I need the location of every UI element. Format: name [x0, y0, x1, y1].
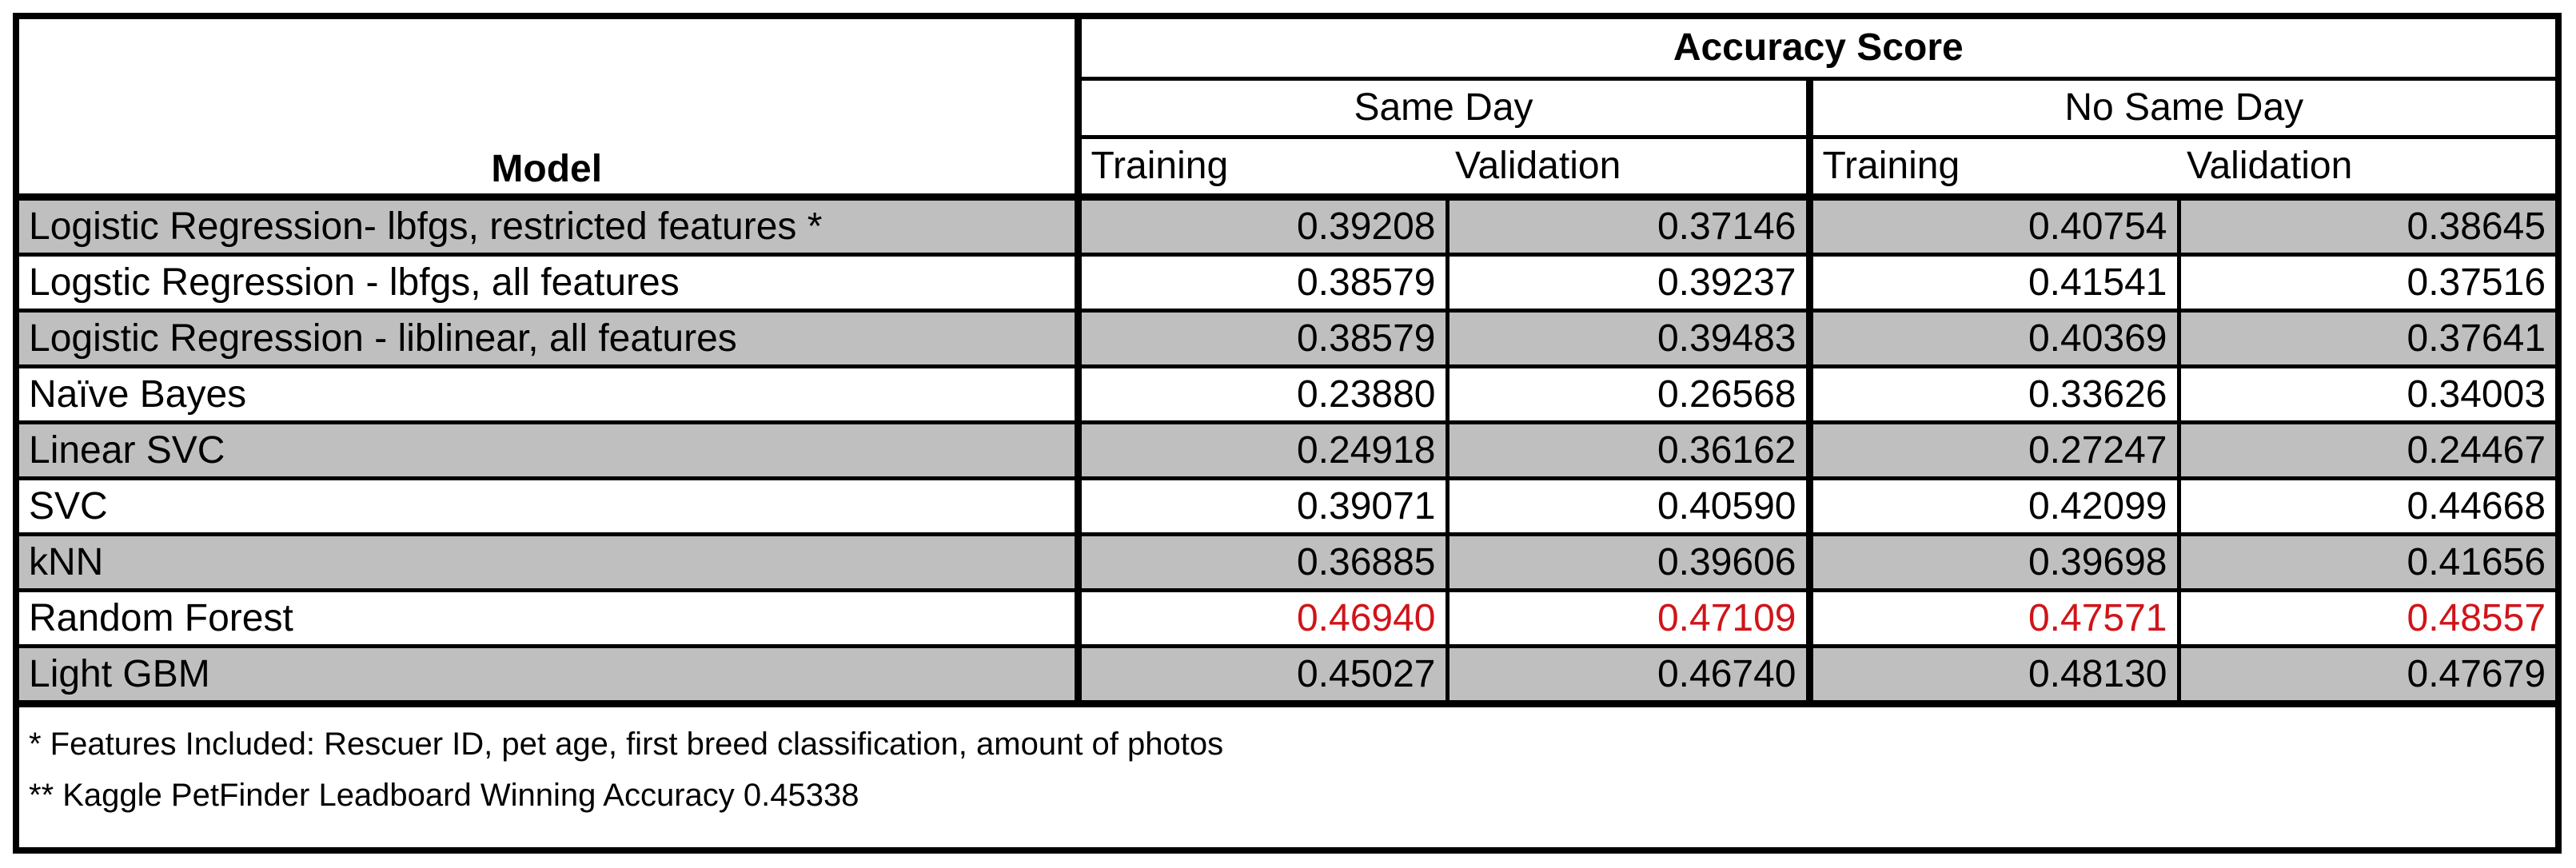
accuracy-value-cell: 0.42099	[1805, 476, 2181, 536]
accuracy-score-header: Accuracy Score	[1074, 19, 2556, 81]
accuracy-value-cell: 0.37641	[2176, 309, 2556, 368]
footnote-kaggle-winning-accuracy: ** Kaggle PetFinder Leadboard Winning Ac…	[29, 778, 859, 813]
no-same-day-header: No Same Day	[1805, 77, 2556, 139]
accuracy-value-cell: 0.38579	[1074, 253, 1449, 313]
accuracy-value-cell: 0.41656	[2176, 532, 2556, 592]
model-name-cell: Naïve Bayes	[19, 364, 1080, 424]
same-day-header: Same Day	[1074, 77, 1812, 139]
accuracy-value-cell: 0.39208	[1074, 193, 1449, 257]
accuracy-value-cell: 0.39071	[1074, 476, 1449, 536]
accuracy-value-cell: 0.48130	[1805, 644, 2181, 700]
accuracy-value-cell: 0.47109	[1445, 588, 1812, 648]
accuracy-value-cell: 0.47571	[1805, 588, 2181, 648]
accuracy-value-cell: 0.46740	[1445, 644, 1812, 700]
model-column-header: Model	[19, 19, 1080, 199]
model-name-cell: Logstic Regression - lbfgs, all features	[19, 253, 1080, 313]
accuracy-value-cell: 0.33626	[1805, 364, 2181, 424]
accuracy-value-cell: 0.37516	[2176, 253, 2556, 313]
table-row: Light GBM 0.45027 0.46740 0.48130 0.47679	[19, 644, 2556, 700]
accuracy-value-cell: 0.44668	[2176, 476, 2556, 536]
accuracy-value-cell: 0.36885	[1074, 532, 1449, 592]
accuracy-value-cell: 0.38645	[2176, 193, 2556, 257]
table-row: Random Forest 0.46940 0.47109 0.47571 0.4855…	[19, 588, 2556, 648]
accuracy-value-cell: 0.26568	[1445, 364, 1812, 424]
model-name-cell: kNN	[19, 532, 1080, 592]
accuracy-value-cell: 0.41541	[1805, 253, 2181, 313]
table-row: Linear SVC 0.24918 0.36162 0.27247 0.24467	[19, 420, 2556, 480]
accuracy-value-cell: 0.23880	[1074, 364, 1449, 424]
model-name-cell: Random Forest	[19, 588, 1080, 648]
accuracy-value-cell: 0.39483	[1445, 309, 1812, 368]
table-row: SVC 0.39071 0.40590 0.42099 0.44668	[19, 476, 2556, 536]
footnote-features: * Features Included: Rescuer ID, pet age…	[29, 727, 1224, 762]
accuracy-value-cell: 0.24918	[1074, 420, 1449, 480]
model-name-cell: Linear SVC	[19, 420, 1080, 480]
accuracy-value-cell: 0.39698	[1805, 532, 2181, 592]
accuracy-value-cell: 0.38579	[1074, 309, 1449, 368]
accuracy-value-cell: 0.48557	[2176, 588, 2556, 648]
table-row: Logistic Regression - liblinear, all fea…	[19, 309, 2556, 368]
accuracy-value-cell: 0.27247	[1805, 420, 2181, 480]
accuracy-value-cell: 0.36162	[1445, 420, 1812, 480]
model-name-cell: Light GBM	[19, 644, 1080, 700]
accuracy-value-cell: 0.39237	[1445, 253, 1812, 313]
column-header-same-day-validation: Validation	[1447, 135, 1812, 199]
accuracy-value-cell: 0.40369	[1805, 309, 2181, 368]
accuracy-table: Model Accuracy Score Same Day No Same Da…	[13, 13, 2562, 854]
model-name-cell: Logistic Regression- lbfgs, restricted f…	[19, 193, 1080, 257]
table-row: Logistic Regression- lbfgs, restricted f…	[19, 193, 2556, 257]
accuracy-value-cell: 0.24467	[2176, 420, 2556, 480]
model-name-cell: Logistic Regression - liblinear, all fea…	[19, 309, 1080, 368]
results-table: Model Accuracy Score Same Day No Same Da…	[19, 19, 2556, 700]
table-row: Naïve Bayes 0.23880 0.26568 0.33626 0.34003	[19, 364, 2556, 424]
column-header-same-day-training: Training	[1074, 135, 1447, 199]
column-header-no-same-day-validation: Validation	[2179, 135, 2556, 199]
accuracy-value-cell: 0.40754	[1805, 193, 2181, 257]
accuracy-value-cell: 0.46940	[1074, 588, 1449, 648]
table-row: Logstic Regression - lbfgs, all features…	[19, 253, 2556, 313]
accuracy-value-cell: 0.37146	[1445, 193, 1812, 257]
accuracy-value-cell: 0.47679	[2176, 644, 2556, 700]
accuracy-value-cell: 0.45027	[1074, 644, 1449, 700]
model-name-cell: SVC	[19, 476, 1080, 536]
table-row: kNN 0.36885 0.39606 0.39698 0.41656	[19, 532, 2556, 592]
table-footnotes: * Features Included: Rescuer ID, pet age…	[19, 700, 2555, 821]
column-header-no-same-day-training: Training	[1805, 135, 2179, 199]
accuracy-value-cell: 0.39606	[1445, 532, 1812, 592]
accuracy-value-cell: 0.34003	[2176, 364, 2556, 424]
accuracy-value-cell: 0.40590	[1445, 476, 1812, 536]
